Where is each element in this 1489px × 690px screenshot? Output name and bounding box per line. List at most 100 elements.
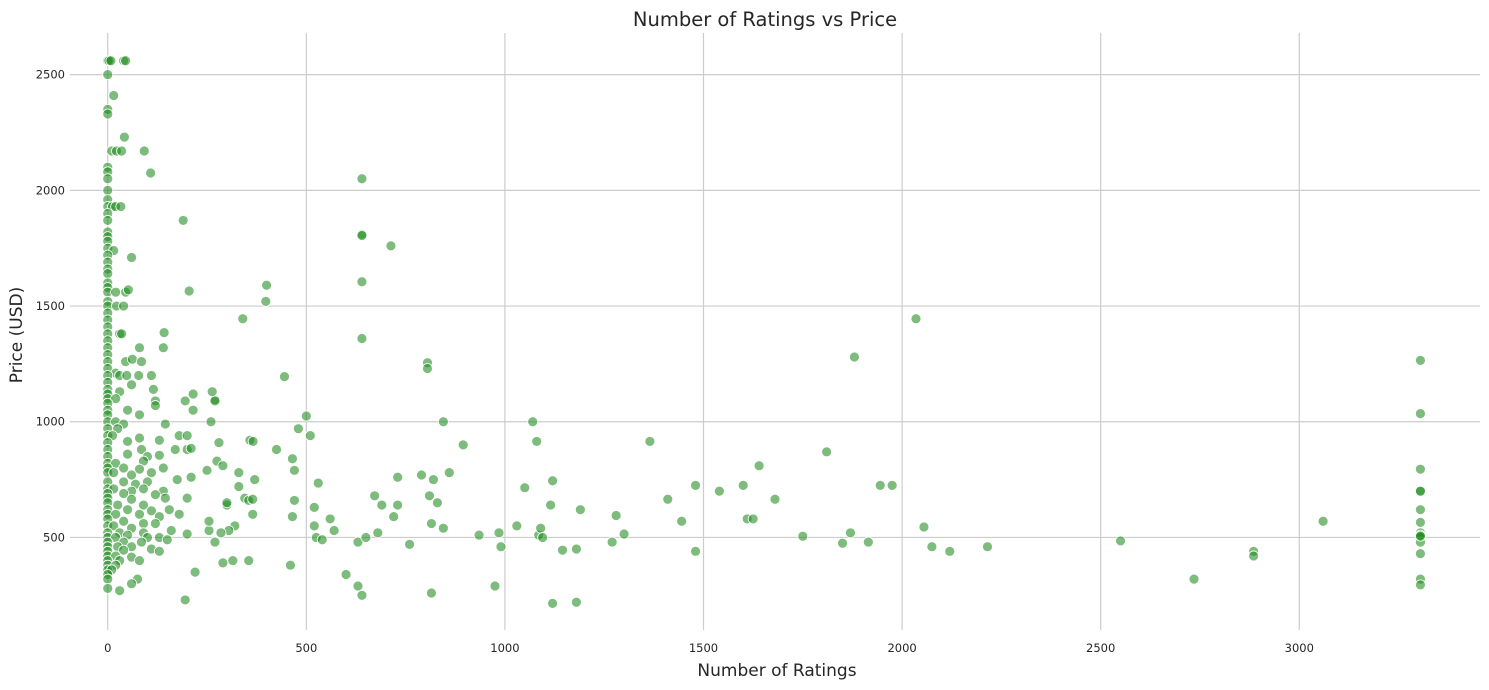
data-point (547, 597, 558, 609)
data-point (1415, 530, 1426, 542)
data-point (177, 215, 189, 226)
data-point (102, 173, 114, 185)
data-point (153, 545, 165, 557)
data-point (138, 499, 149, 511)
data-point (110, 393, 122, 405)
data-point (126, 353, 138, 365)
data-point (328, 525, 340, 536)
data-point (185, 471, 197, 483)
x-tick-label: 0 (104, 641, 111, 655)
data-point (527, 416, 539, 428)
data-point (753, 460, 765, 472)
data-point (385, 240, 397, 252)
data-point (574, 504, 586, 516)
data-point (206, 386, 218, 398)
data-point (179, 594, 191, 606)
data-point (120, 55, 132, 67)
data-point (217, 460, 229, 472)
data-point (126, 469, 137, 481)
data-point (122, 436, 133, 447)
data-point (249, 474, 261, 485)
data-point (134, 463, 145, 475)
data-point (136, 444, 147, 455)
y-tick-label: 1500 (36, 299, 65, 313)
data-point (112, 499, 124, 511)
data-point (126, 578, 137, 590)
data-point (261, 279, 273, 291)
data-point (287, 453, 298, 465)
data-point (171, 474, 183, 485)
data-point (134, 508, 145, 520)
data-point (116, 145, 128, 157)
data-point (134, 342, 145, 354)
data-point (747, 513, 759, 525)
data-point (203, 515, 215, 527)
data-point (1415, 504, 1426, 516)
data-point (285, 559, 296, 571)
data-point (181, 492, 193, 504)
data-points (102, 55, 1426, 609)
data-point (426, 518, 437, 529)
y-tick-label: 2000 (36, 183, 65, 197)
y-tick-labels: 500 1000 1500 2000 2500 (36, 68, 65, 545)
data-point (161, 534, 173, 546)
data-point (165, 525, 177, 536)
data-point (181, 430, 193, 442)
y-tick-label: 1000 (36, 415, 65, 429)
data-point (134, 555, 145, 566)
data-point (713, 485, 725, 497)
data-point (187, 388, 199, 400)
data-point (821, 446, 833, 458)
data-point (157, 462, 169, 474)
data-point (606, 536, 618, 548)
y-tick-label: 2500 (36, 68, 65, 82)
data-point (356, 589, 368, 601)
data-point (279, 371, 290, 383)
data-point (557, 544, 568, 556)
data-point (457, 439, 469, 451)
data-point (1415, 463, 1426, 475)
data-point (134, 409, 145, 421)
x-tick-label: 3000 (1285, 641, 1314, 655)
data-point (102, 108, 114, 120)
data-point (205, 416, 217, 428)
data-point (535, 522, 547, 534)
data-point (217, 557, 229, 569)
chart-title: Number of Ratings vs Price (633, 8, 897, 31)
data-point (189, 566, 201, 578)
data-point (845, 527, 856, 539)
data-point (233, 481, 245, 492)
data-point (118, 544, 130, 556)
data-point (886, 479, 898, 491)
data-point (110, 508, 122, 520)
data-point (102, 268, 114, 280)
data-point (122, 284, 134, 296)
data-point (690, 479, 701, 491)
data-point (126, 379, 137, 391)
data-point (1415, 548, 1426, 560)
data-point (116, 328, 128, 340)
data-point (426, 587, 437, 599)
data-point (493, 527, 505, 539)
x-tick-label: 2000 (887, 641, 916, 655)
data-point (149, 400, 161, 411)
data-point (308, 520, 320, 532)
data-point (531, 436, 543, 447)
data-point (163, 504, 175, 516)
data-point (159, 492, 171, 504)
data-point (737, 479, 749, 491)
data-point (443, 467, 455, 479)
data-point (1115, 535, 1126, 547)
data-point (146, 467, 157, 479)
x-tick-label: 2500 (1086, 641, 1115, 655)
data-point (571, 543, 582, 555)
data-point (1317, 515, 1329, 527)
data-point (159, 418, 171, 430)
data-point (115, 201, 127, 212)
data-point (1415, 355, 1426, 366)
y-tick-label: 500 (43, 530, 65, 544)
data-point (356, 173, 368, 185)
data-point (138, 518, 149, 529)
x-tick-labels: 0 500 1000 1500 2000 2500 3000 (104, 641, 1314, 655)
data-point (1415, 517, 1426, 528)
